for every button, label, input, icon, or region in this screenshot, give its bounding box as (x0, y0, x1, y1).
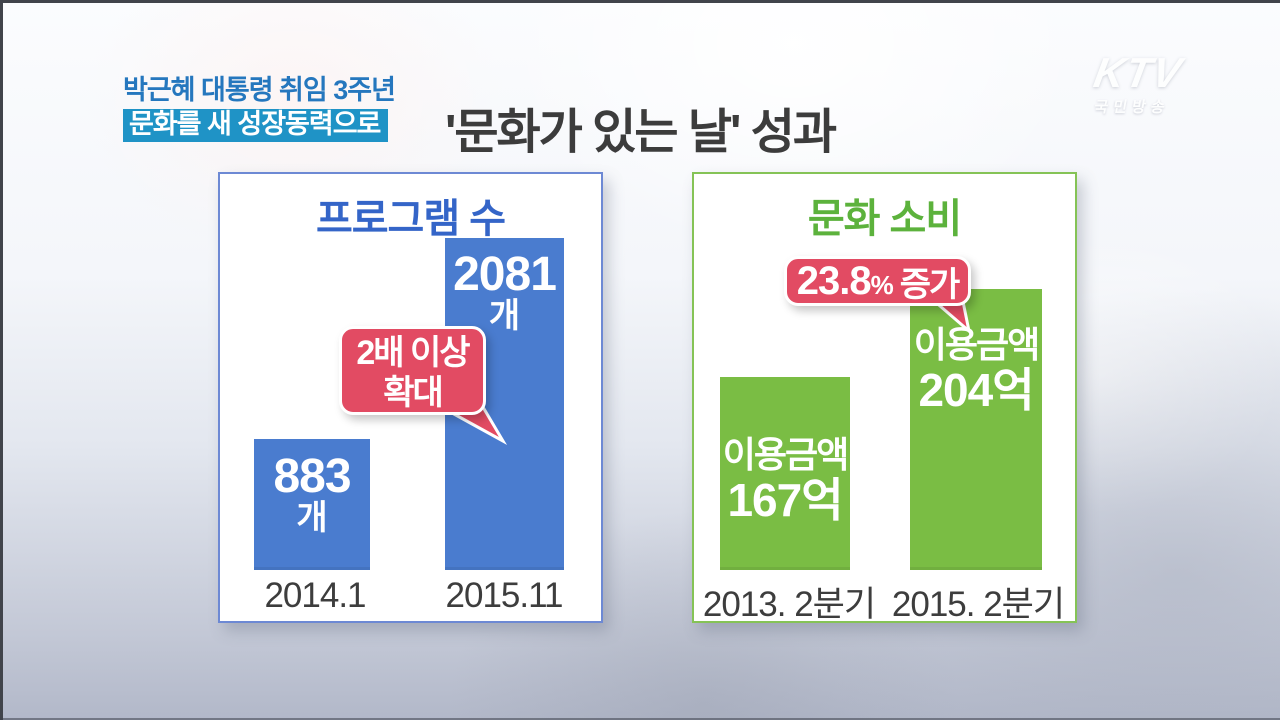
callout-line1: 2배 이상 (356, 334, 470, 372)
axis-label-2015-q2: 2015. 2분기 (891, 585, 1065, 624)
header-kicker: 박근혜 대통령 취임 3주년 문화를 새 성장동력으로 (123, 75, 396, 143)
bar-prefix: 이용금액 (913, 324, 1040, 365)
callout-text: 증가 (899, 265, 961, 304)
chart-culture-consumption-title: 문화 소비 (807, 197, 962, 241)
frame-edge-bottom (0, 718, 1280, 720)
bar-value: 2081 (453, 248, 557, 301)
bar-2014-programs: 883 개 (254, 439, 370, 570)
chart-program-count: 프로그램 수 883 개 2081 개 2014.1 2015.11 2배 이상… (218, 172, 603, 623)
ktv-logo-subtitle: 국민방송 (1092, 99, 1172, 116)
callout-number: 23.8 (796, 258, 872, 303)
bar-2013-spending: 이용금액 167억 (720, 377, 850, 570)
axis-label-2013-q2: 2013. 2분기 (702, 585, 876, 624)
chart-program-count-title: 프로그램 수 (315, 197, 506, 241)
callout-percent-increase: 23.8 % 증가 (784, 256, 971, 306)
callout-line2: 확대 (383, 374, 444, 413)
kicker-line2-badge: 문화를 새 성장동력으로 (123, 108, 389, 143)
callout-double-expansion: 2배 이상 확대 (339, 326, 486, 415)
page-title: '문화가 있는 날' 성과 (444, 106, 837, 159)
bar-value: 167억 (727, 473, 843, 526)
bar-2015-spending: 이용금액 204억 (910, 289, 1042, 570)
percent-sign: % (870, 269, 894, 300)
axis-label-2015: 2015.11 (445, 576, 564, 615)
axis-label-2014: 2014.1 (264, 576, 366, 615)
ktv-logo-text: KTV (1090, 49, 1186, 96)
bar-value: 883 (273, 450, 351, 503)
bar-unit: 개 (296, 499, 328, 537)
bar-prefix: 이용금액 (722, 434, 849, 475)
frame-edge-left (0, 0, 3, 720)
ktv-logo: KTV 국민방송 (1072, 49, 1199, 117)
frame-edge-top (0, 0, 1280, 3)
bar-unit: 개 (488, 297, 521, 335)
kicker-line1: 박근혜 대통령 취임 3주년 (123, 75, 396, 105)
bar-value: 204억 (918, 363, 1034, 416)
chart-culture-consumption: 문화 소비 이용금액 167억 이용금액 204억 2013. 2분기 2015… (692, 172, 1077, 624)
